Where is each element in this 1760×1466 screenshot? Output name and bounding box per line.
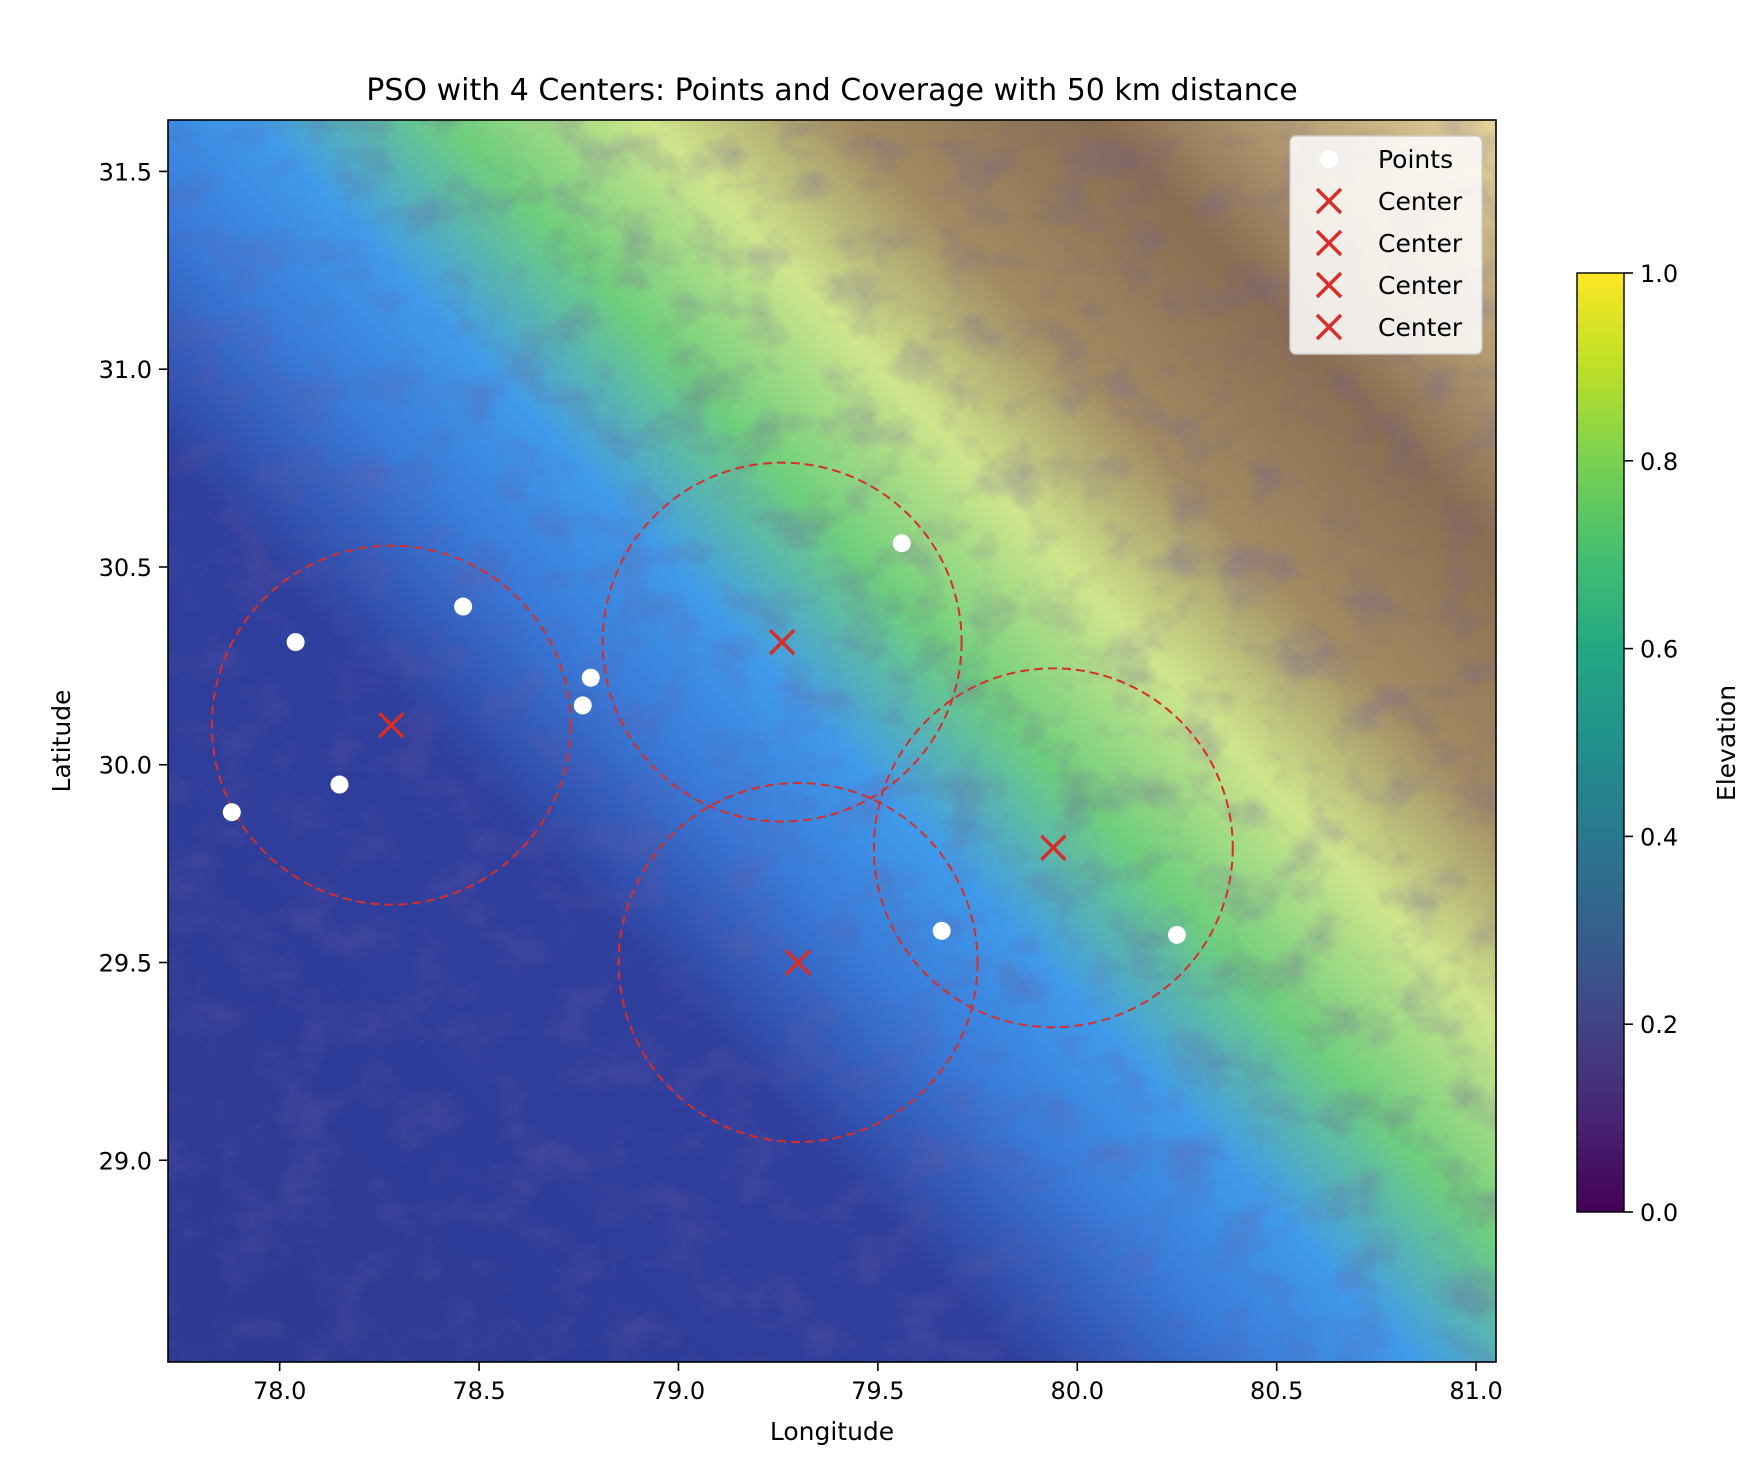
legend-entry-center-2: Center: [1378, 229, 1463, 258]
legend-center-marker-1: [1315, 187, 1343, 215]
chart-title: PSO with 4 Centers: Points and Coverage …: [366, 73, 1297, 108]
points-layer: [222, 534, 1186, 944]
center-marker: [784, 949, 812, 976]
x-axis-label: Longitude: [770, 1417, 894, 1446]
x-tick-label: 81.0: [1449, 1377, 1502, 1405]
data-point: [222, 803, 241, 822]
legend-entry-points: Points: [1378, 145, 1453, 174]
y-tick-label: 30.5: [99, 554, 152, 582]
data-point: [581, 668, 600, 687]
legend-entry-center-4: Center: [1378, 313, 1463, 342]
legend-point-marker: [1320, 150, 1338, 168]
plot-frame: [167, 119, 1497, 1363]
coverage-circle: [210, 544, 572, 906]
colorbar-ticks: 0.0 0.2 0.4 0.6 0.8 1.0: [1624, 260, 1678, 1227]
colorbar-tick-label: 0.6: [1640, 636, 1678, 664]
colorbar: 0.0 0.2 0.4 0.6 0.8 1.0 Elevation: [1576, 260, 1741, 1227]
legend-center-marker-3: [1315, 271, 1343, 299]
colorbar-tick-label: 0.0: [1640, 1199, 1678, 1227]
coverage-circle: [601, 461, 963, 823]
x-tick-label: 80.5: [1250, 1377, 1303, 1405]
center-marker: [1040, 834, 1067, 862]
elevation-texture: [168, 120, 1496, 1362]
colorbar-tick-label: 0.8: [1640, 448, 1678, 476]
data-point: [892, 534, 911, 553]
x-tick-label: 78.5: [452, 1377, 505, 1405]
x-tick-label: 79.5: [851, 1377, 904, 1405]
data-point: [286, 633, 305, 652]
legend-center-marker-4: [1315, 313, 1343, 341]
legend-center-marker-2: [1315, 229, 1343, 257]
colorbar-tick-label: 0.2: [1640, 1011, 1678, 1039]
data-point: [932, 921, 951, 940]
data-point: [1167, 925, 1186, 944]
y-axis-ticks: 29.0 29.5 30.0 30.5 31.0 31.5: [99, 158, 168, 1175]
y-tick-label: 29.5: [99, 950, 152, 978]
x-axis-ticks: 78.0 78.5 79.0 79.5 80.0 80.5 81.0: [253, 1362, 1503, 1405]
data-point: [454, 597, 473, 616]
colorbar-gradient: [1576, 272, 1625, 1213]
plot-area: [168, 120, 1496, 1362]
y-tick-label: 31.5: [99, 158, 152, 186]
y-tick-label: 31.0: [99, 356, 152, 384]
y-tick-label: 29.0: [99, 1147, 152, 1175]
colorbar-tick-label: 0.4: [1640, 823, 1678, 851]
center-marker: [768, 628, 796, 656]
y-axis-label: Latitude: [47, 690, 76, 793]
x-tick-label: 79.0: [652, 1377, 705, 1405]
x-tick-label: 78.0: [253, 1377, 306, 1405]
data-point: [573, 696, 592, 715]
center-marker: [378, 711, 405, 739]
coverage-circle: [872, 667, 1234, 1029]
x-tick-label: 80.0: [1051, 1377, 1104, 1405]
y-tick-label: 30.0: [99, 752, 152, 780]
coverage-circle: [617, 782, 979, 1143]
coverage-circles: [210, 461, 1234, 1143]
centers-layer: [378, 628, 1067, 976]
legend: Points Center Center Center Center: [1289, 135, 1483, 355]
colorbar-tick-label: 1.0: [1640, 260, 1678, 288]
legend-entry-center-3: Center: [1378, 271, 1463, 300]
colorbar-label: Elevation: [1712, 685, 1741, 801]
legend-entry-center-1: Center: [1378, 187, 1463, 216]
data-point: [330, 775, 349, 794]
